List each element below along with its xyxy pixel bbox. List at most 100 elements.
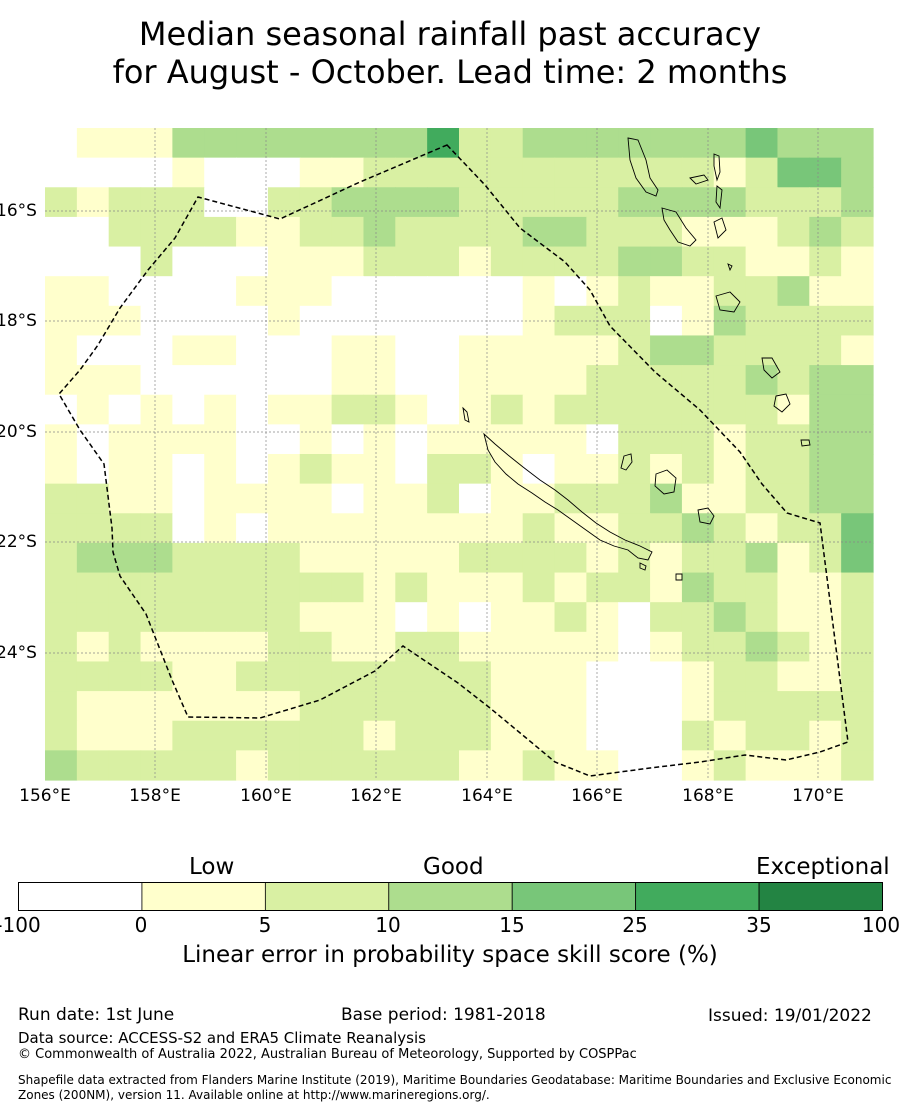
skill-cell bbox=[204, 424, 237, 455]
skill-cell bbox=[299, 276, 333, 307]
skill-cell bbox=[841, 424, 874, 455]
aneityum-coastline bbox=[773, 393, 791, 413]
skill-cell bbox=[76, 542, 110, 574]
skill-cell bbox=[236, 365, 269, 396]
skill-cell bbox=[713, 602, 747, 633]
skill-cell bbox=[267, 572, 301, 603]
small-island-coastline bbox=[727, 263, 733, 272]
skill-cell bbox=[299, 661, 333, 692]
skill-cell bbox=[76, 216, 110, 248]
small-island-coastline bbox=[675, 573, 683, 581]
skill-cell bbox=[363, 276, 396, 307]
skill-cell bbox=[45, 454, 78, 485]
skill-cell bbox=[554, 187, 587, 218]
skill-cell bbox=[204, 542, 237, 574]
skill-cell bbox=[331, 246, 365, 277]
skill-cell bbox=[236, 661, 269, 692]
skill-cell bbox=[841, 691, 874, 722]
skill-cell bbox=[427, 454, 460, 485]
skill-cell bbox=[76, 572, 110, 603]
category-exceptional: Exceptional bbox=[756, 854, 890, 880]
skill-cell bbox=[172, 631, 205, 663]
skill-cell bbox=[236, 276, 269, 307]
ouvea-coastline bbox=[620, 453, 633, 471]
skill-cell bbox=[267, 542, 301, 574]
skill-cell bbox=[172, 454, 205, 485]
skill-cell bbox=[236, 572, 269, 603]
skill-cell bbox=[809, 187, 842, 218]
tanna-coastline bbox=[761, 357, 781, 379]
skill-cell bbox=[363, 602, 396, 633]
skill-cell bbox=[777, 424, 810, 455]
skill-cell bbox=[331, 157, 365, 188]
skill-cell bbox=[427, 483, 460, 514]
skill-cell bbox=[108, 246, 142, 277]
skill-cell bbox=[395, 365, 428, 396]
skill-cell bbox=[522, 128, 556, 159]
skill-cell bbox=[140, 513, 173, 544]
colorbar-title: Linear error in probability space skill … bbox=[182, 942, 718, 968]
skill-cell bbox=[841, 542, 874, 574]
skill-cell bbox=[745, 513, 779, 544]
skill-cell bbox=[45, 187, 78, 218]
skill-cell bbox=[681, 246, 715, 277]
skill-cell bbox=[204, 246, 237, 277]
skill-cell bbox=[172, 513, 205, 544]
skill-cell bbox=[204, 216, 237, 248]
skill-cell bbox=[681, 454, 715, 485]
skill-cell bbox=[777, 602, 810, 633]
skill-cell bbox=[522, 216, 556, 248]
skill-cell bbox=[267, 216, 301, 248]
skill-cell bbox=[650, 128, 683, 159]
skill-cell bbox=[76, 276, 110, 307]
pentecost-coastline bbox=[713, 153, 721, 182]
skill-cell bbox=[267, 513, 301, 544]
skill-cell bbox=[76, 602, 110, 633]
skill-cell bbox=[108, 691, 142, 722]
skill-cell bbox=[777, 483, 810, 514]
mare-coastline bbox=[697, 507, 715, 525]
skill-cell bbox=[650, 572, 683, 603]
skill-cell bbox=[395, 513, 428, 544]
skill-cell bbox=[650, 483, 683, 514]
skill-cell bbox=[809, 365, 842, 396]
skill-cell bbox=[618, 542, 651, 574]
skill-cell bbox=[204, 691, 237, 722]
skill-cell bbox=[363, 691, 396, 722]
skill-cell bbox=[140, 720, 173, 751]
skill-cell bbox=[490, 216, 524, 248]
skill-cell bbox=[395, 572, 428, 603]
skill-cell bbox=[331, 424, 365, 455]
skill-cell bbox=[395, 246, 428, 277]
skill-cell bbox=[522, 572, 556, 603]
skill-cell bbox=[650, 187, 683, 218]
skill-cell bbox=[331, 454, 365, 485]
skill-cell bbox=[681, 602, 715, 633]
skill-cell bbox=[681, 631, 715, 663]
skill-cell bbox=[427, 602, 460, 633]
skill-cell bbox=[681, 128, 715, 159]
skill-cell bbox=[681, 691, 715, 722]
skill-cell bbox=[490, 691, 524, 722]
skill-cell bbox=[618, 513, 651, 544]
skill-cell bbox=[236, 157, 269, 188]
lon-label: 160°E bbox=[240, 786, 292, 806]
skill-cell bbox=[108, 661, 142, 692]
skill-cell bbox=[618, 631, 651, 663]
skill-cell bbox=[841, 572, 874, 603]
skill-cell bbox=[554, 572, 587, 603]
skill-cell bbox=[140, 483, 173, 514]
skill-cell bbox=[650, 720, 683, 751]
skill-cell bbox=[427, 661, 460, 692]
skill-cell bbox=[76, 483, 110, 514]
copyright: © Commonwealth of Australia 2022, Austra… bbox=[18, 1047, 637, 1062]
skill-cell bbox=[204, 157, 237, 188]
skill-cell bbox=[490, 602, 524, 633]
skill-cell bbox=[267, 691, 301, 722]
skill-cell bbox=[427, 276, 460, 307]
skill-cell bbox=[331, 661, 365, 692]
colorbar-segment bbox=[264, 882, 390, 911]
skill-cell bbox=[841, 602, 874, 633]
skill-cell bbox=[331, 187, 365, 218]
colorbar-segment bbox=[635, 882, 760, 911]
